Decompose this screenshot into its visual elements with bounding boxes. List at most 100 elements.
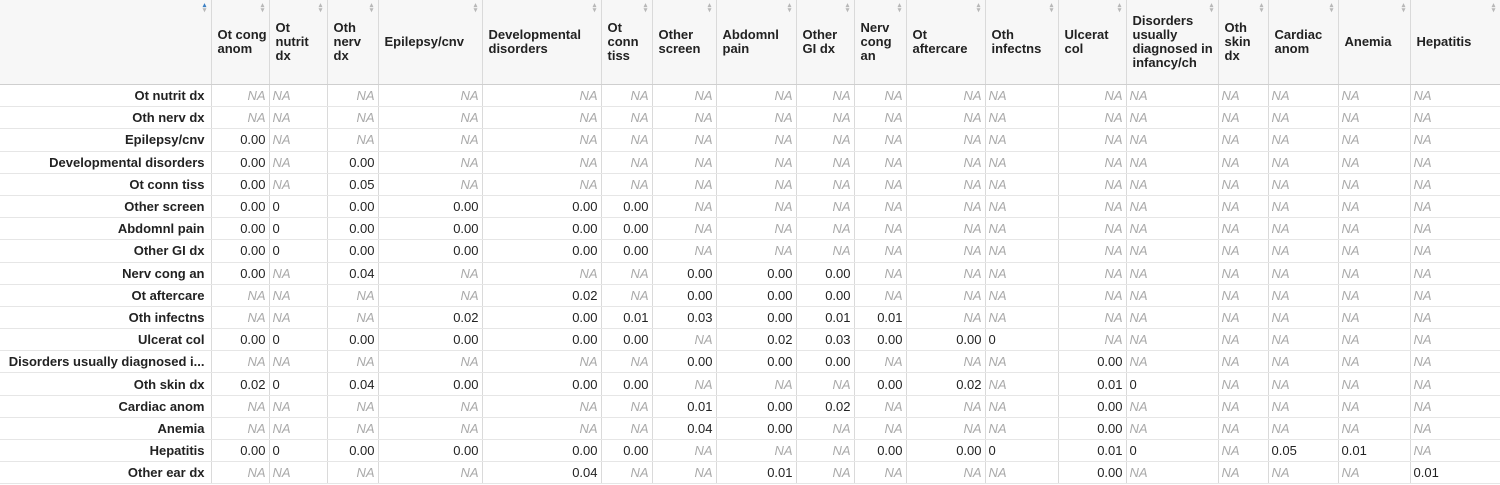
sort-icon[interactable]: ▴ ▾: [1209, 2, 1214, 14]
sort-icon[interactable]: ▴ ▾: [1329, 2, 1334, 14]
column-header[interactable]: Other screen ▴ ▾: [652, 0, 717, 85]
column-header[interactable]: Anemia ▴ ▾: [1338, 0, 1411, 85]
table-cell: 0.00: [482, 372, 602, 396]
sort-icon[interactable]: ▴ ▾: [592, 2, 597, 14]
table-cell: NA: [1268, 328, 1339, 352]
table-cell: NA: [1410, 306, 1500, 330]
table-cell: NA: [1338, 151, 1411, 174]
table-row: Disorders usually diagnosed i... NA NA NA NA…: [0, 350, 1500, 374]
sort-icon[interactable]: ▴ ▾: [845, 2, 850, 14]
table-cell: NA: [854, 461, 907, 485]
table-cell: NA: [1218, 372, 1269, 396]
sort-icon[interactable]: ▴ ▾: [787, 2, 792, 14]
column-header[interactable]: Epilepsy/cnv ▴ ▾: [378, 0, 483, 85]
table-cell: NA: [796, 195, 855, 219]
table-row: Other GI dx 0.00 0 0.00 0.00 0.00 0.00 NA NA NA NA…: [0, 239, 1500, 263]
table-cell: NA: [854, 395, 907, 418]
table-cell: NA: [652, 195, 717, 219]
sort-icon[interactable]: ▴ ▾: [707, 2, 712, 14]
table-cell: 0.00: [716, 395, 797, 418]
table-cell: 0.01: [796, 306, 855, 330]
table-cell: NA: [601, 417, 653, 441]
table-cell: 0.00: [796, 262, 855, 285]
sort-icon[interactable]: ▴ ▾: [897, 2, 902, 14]
row-header: Ot aftercare: [0, 284, 212, 307]
column-header[interactable]: Nerv cong an ▴ ▾: [854, 0, 907, 85]
table-cell: NA: [1058, 84, 1127, 108]
table-cell: NA: [327, 106, 379, 130]
table-cell: NA: [796, 173, 855, 196]
sort-icon[interactable]: ▴ ▾: [1049, 2, 1054, 14]
column-header[interactable]: Abdomnl pain ▴ ▾: [716, 0, 797, 85]
table-cell: 0.00: [211, 195, 270, 219]
column-header[interactable]: Ot nutrit dx ▴ ▾: [269, 0, 328, 85]
sort-icon[interactable]: ▴ ▾: [1117, 2, 1122, 14]
sort-icon[interactable]: ▴ ▾: [643, 2, 648, 14]
table-cell: 0.00: [652, 262, 717, 285]
sort-icon[interactable]: ▴ ▾: [1259, 2, 1264, 14]
table-cell: 0: [1126, 439, 1219, 463]
row-header: Ot nutrit dx: [0, 84, 212, 108]
sort-icon[interactable]: ▴ ▾: [260, 2, 265, 14]
column-header[interactable]: Hepatitis ▴ ▾: [1410, 0, 1500, 85]
sort-icon[interactable]: ▴ ▾: [1401, 2, 1406, 14]
column-header[interactable]: Disorders usually diagnosed in infancy/c…: [1126, 0, 1219, 85]
column-header[interactable]: Developmental disorders ▴ ▾: [482, 0, 602, 85]
table-cell: 0.00: [716, 350, 797, 374]
table-cell: NA: [796, 128, 855, 152]
table-cell: NA: [906, 417, 986, 441]
column-header[interactable]: Ot aftercare ▴ ▾: [906, 0, 986, 85]
table-cell: 0.00: [211, 173, 270, 196]
table-cell: NA: [854, 350, 907, 374]
table-cell: NA: [1338, 84, 1411, 108]
table-cell: 0.04: [652, 417, 717, 441]
table-cell: 0.00: [1058, 461, 1127, 485]
table-row: Other ear dx NA NA NA NA 0.04 NA NA 0.01 NA NA NA NA…: [0, 461, 1500, 485]
table-cell: 0: [269, 217, 328, 241]
table-cell: NA: [854, 128, 907, 152]
table-cell: NA: [269, 395, 328, 418]
sort-icon[interactable]: ▴ ▾: [976, 2, 981, 14]
table-cell: NA: [1058, 151, 1127, 174]
table-cell: NA: [716, 151, 797, 174]
sort-icon[interactable]: ▴ ▾: [1491, 2, 1496, 14]
table-cell: NA: [482, 84, 602, 108]
sort-icon[interactable]: ▴ ▾: [202, 2, 207, 14]
table-row: Oth skin dx 0.02 0 0.04 0.00 0.00 0.00 NA NA NA 0.…: [0, 372, 1500, 396]
sort-icon[interactable]: ▴ ▾: [318, 2, 323, 14]
table-cell: NA: [1338, 350, 1411, 374]
table-cell: NA: [1218, 106, 1269, 130]
column-header[interactable]: Ot conn tiss ▴ ▾: [601, 0, 653, 85]
column-header-label: Oth nerv dx: [333, 20, 361, 63]
column-header[interactable]: Ot cong anom ▴ ▾: [211, 0, 270, 85]
table-cell: 0.00: [378, 439, 483, 463]
column-header[interactable]: Oth infectns ▴ ▾: [985, 0, 1059, 85]
table-cell: NA: [906, 151, 986, 174]
table-cell: NA: [716, 195, 797, 219]
table-cell: NA: [1338, 461, 1411, 485]
table-cell: NA: [482, 350, 602, 374]
sort-icon[interactable]: ▴ ▾: [473, 2, 478, 14]
table-cell: NA: [716, 439, 797, 463]
column-header-label: Oth skin dx: [1224, 20, 1251, 63]
table-cell: NA: [1268, 395, 1339, 418]
table-cell: 0.00: [327, 195, 379, 219]
table-cell: NA: [482, 106, 602, 130]
table-cell: 0.00: [796, 284, 855, 307]
table-cell: NA: [716, 106, 797, 130]
column-header[interactable]: Cardiac anom ▴ ▾: [1268, 0, 1339, 85]
row-header: Hepatitis: [0, 439, 212, 463]
table-cell: NA: [1410, 239, 1500, 263]
table-cell: NA: [985, 395, 1059, 418]
corner-header[interactable]: ▴ ▾: [0, 0, 212, 85]
table-cell: 0.01: [652, 395, 717, 418]
column-header[interactable]: Oth nerv dx ▴ ▾: [327, 0, 379, 85]
column-header[interactable]: Oth skin dx ▴ ▾: [1218, 0, 1269, 85]
column-header[interactable]: Other GI dx ▴ ▾: [796, 0, 855, 85]
table-cell: NA: [378, 173, 483, 196]
sort-icon[interactable]: ▴ ▾: [369, 2, 374, 14]
table-cell: 0.01: [1058, 439, 1127, 463]
column-header-label: Ot cong anom: [217, 27, 267, 56]
column-header[interactable]: Ulcerat col ▴ ▾: [1058, 0, 1127, 85]
table-cell: NA: [796, 372, 855, 396]
